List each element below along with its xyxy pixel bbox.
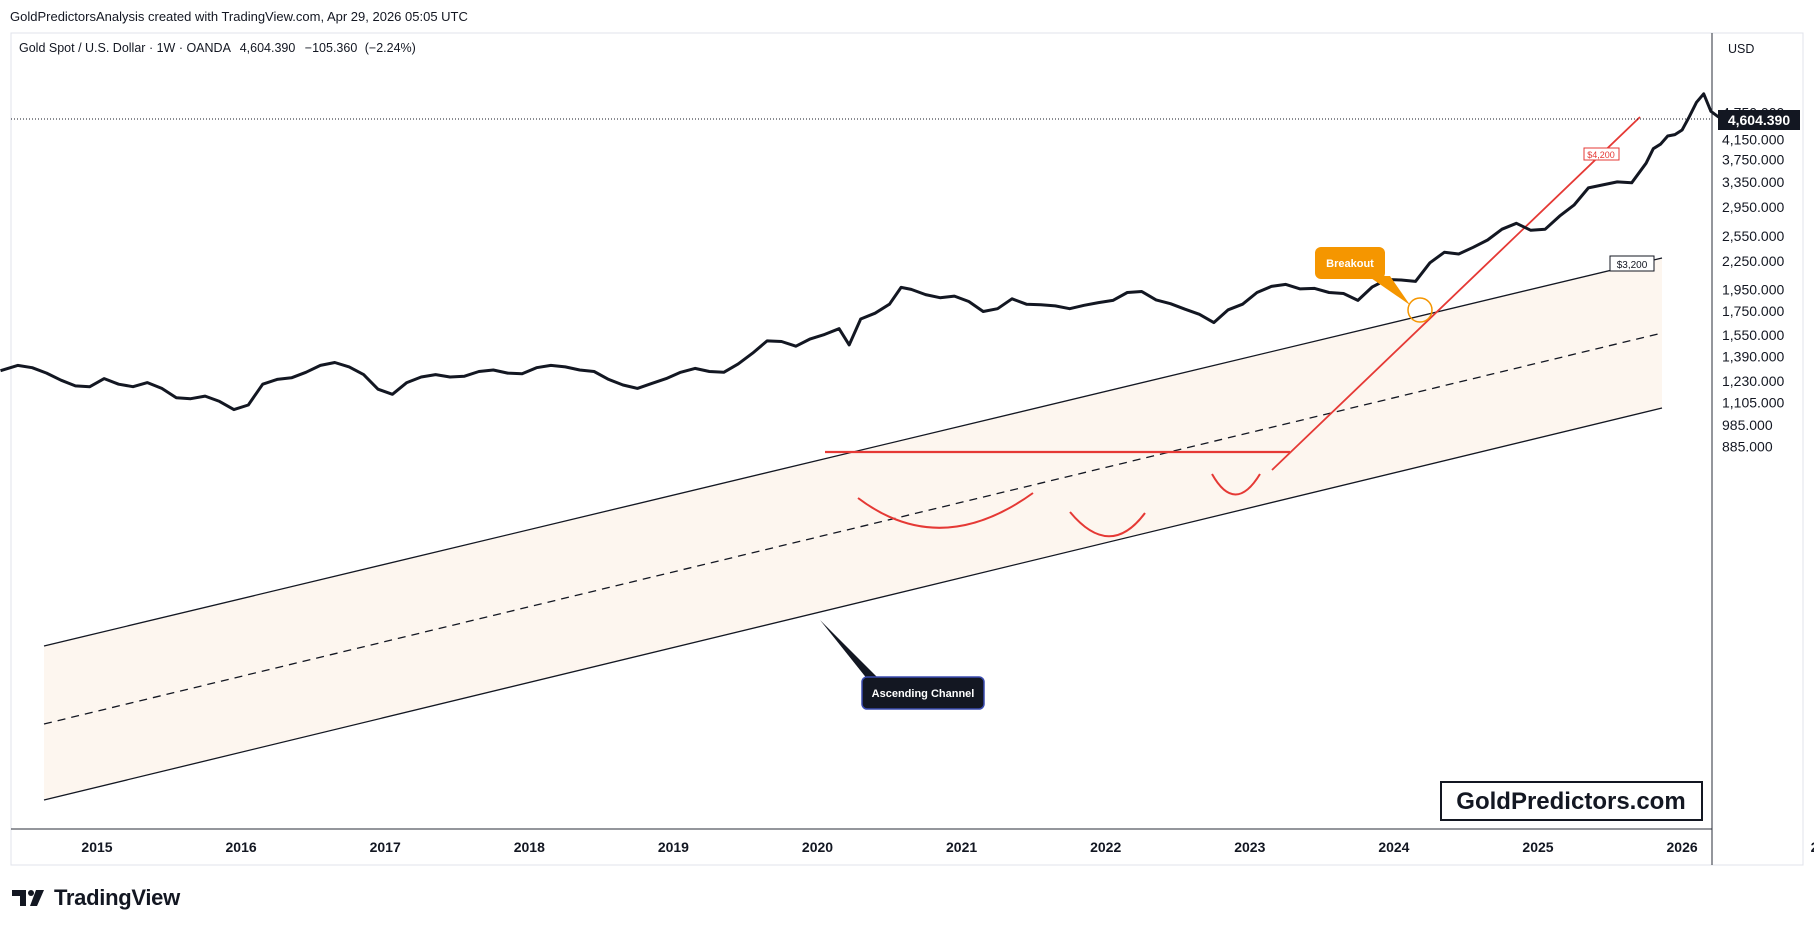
breakout-label-box[interactable] <box>1315 247 1385 279</box>
price-axis[interactable]: 885.000 985.000 1,105.000 1,230.000 1,390.00… <box>1722 105 1784 455</box>
level-3200-box <box>1609 255 1655 272</box>
price-tick-label: 3,350.000 <box>1722 174 1784 190</box>
price-tick-label: 2,550.000 <box>1722 228 1784 244</box>
channel-midline[interactable] <box>43 332 1663 725</box>
time-tick-label: 2017 <box>370 839 401 855</box>
tradingview-wordmark: TradingView <box>54 885 180 910</box>
price-series-line[interactable] <box>0 92 1730 412</box>
channel-lower-line[interactable] <box>43 407 1663 801</box>
time-axis[interactable]: 2015 2016 2017 2018 2019 2020 2021 2022 2023 2024… <box>81 839 1814 855</box>
time-tick-label: 2018 <box>514 839 545 855</box>
legend-exchange: OANDA <box>186 41 231 55</box>
price-tick-label: 3,750.000 <box>1722 151 1784 167</box>
tradingview-logo-icon <box>12 890 44 906</box>
watermark-box <box>1440 781 1703 821</box>
level-3200-label: $3,200 <box>1617 260 1648 271</box>
price-tick-label: 985.000 <box>1722 417 1773 433</box>
price-tag: 4,604.390 <box>1728 112 1790 128</box>
time-tick-label: 2025 <box>1522 839 1553 855</box>
legend-symbol: Gold Spot / U.S. Dollar <box>19 41 145 55</box>
legend-change-pct: (−2.24%) <box>365 41 416 55</box>
level-4200-box <box>1583 147 1620 161</box>
time-tick-label: 2022 <box>1090 839 1121 855</box>
watermark-text: GoldPredictors.com <box>1456 788 1685 815</box>
cup-arc <box>857 492 1034 529</box>
price-tick-label: 4,150.000 <box>1722 131 1784 147</box>
legend-last: 4,604.390 <box>240 41 296 55</box>
chart-frame <box>10 32 1804 866</box>
price-tick-label: 885.000 <box>1722 438 1773 454</box>
price-tick-label: 1,950.000 <box>1722 281 1784 297</box>
price-tag-box <box>1718 110 1800 130</box>
time-tick-label: 2019 <box>658 839 689 855</box>
time-tick-label: 2020 <box>802 839 833 855</box>
time-tick-label: 2016 <box>226 839 257 855</box>
price-tick-label: 1,390.000 <box>1722 349 1784 365</box>
price-tick-label: 1,550.000 <box>1722 327 1784 343</box>
cup-arc <box>1069 511 1146 538</box>
price-tick-label: 1,230.000 <box>1722 373 1784 389</box>
breakout-circle <box>1407 297 1433 323</box>
price-tick-label: 1,105.000 <box>1722 394 1784 410</box>
legend-interval: 1W <box>157 41 176 55</box>
tradingview-logo[interactable]: TradingView <box>12 885 180 911</box>
support-trendline[interactable] <box>1271 116 1641 471</box>
time-tick-label: 2027 <box>1811 839 1814 855</box>
level-4200-label: $4,200 <box>1587 150 1615 160</box>
time-tick-label: 2023 <box>1234 839 1265 855</box>
chart-attribution: GoldPredictorsAnalysis created with Trad… <box>10 9 468 24</box>
price-tick-label: 1,750.000 <box>1722 303 1784 319</box>
channel-label: Ascending Channel <box>872 688 975 700</box>
currency-label[interactable]: USD <box>1728 42 1754 56</box>
chart-legend: Gold Spot / U.S. Dollar · 1W · OANDA 4,6… <box>19 41 416 55</box>
time-tick-label: 2021 <box>946 839 977 855</box>
legend-change: −105.360 <box>305 41 358 55</box>
price-tick-label: 2,250.000 <box>1722 253 1784 269</box>
breakout-label: Breakout <box>1326 258 1374 270</box>
time-tick-label: 2015 <box>81 839 112 855</box>
cup-arc <box>1211 473 1261 496</box>
breakout-pointer <box>1368 276 1410 305</box>
time-tick-label: 2026 <box>1667 839 1698 855</box>
channel-label-pointer <box>820 620 880 680</box>
price-tick-label: 2,950.000 <box>1722 199 1784 215</box>
channel-label-box[interactable] <box>861 676 985 710</box>
time-tick-label: 2024 <box>1378 839 1409 855</box>
